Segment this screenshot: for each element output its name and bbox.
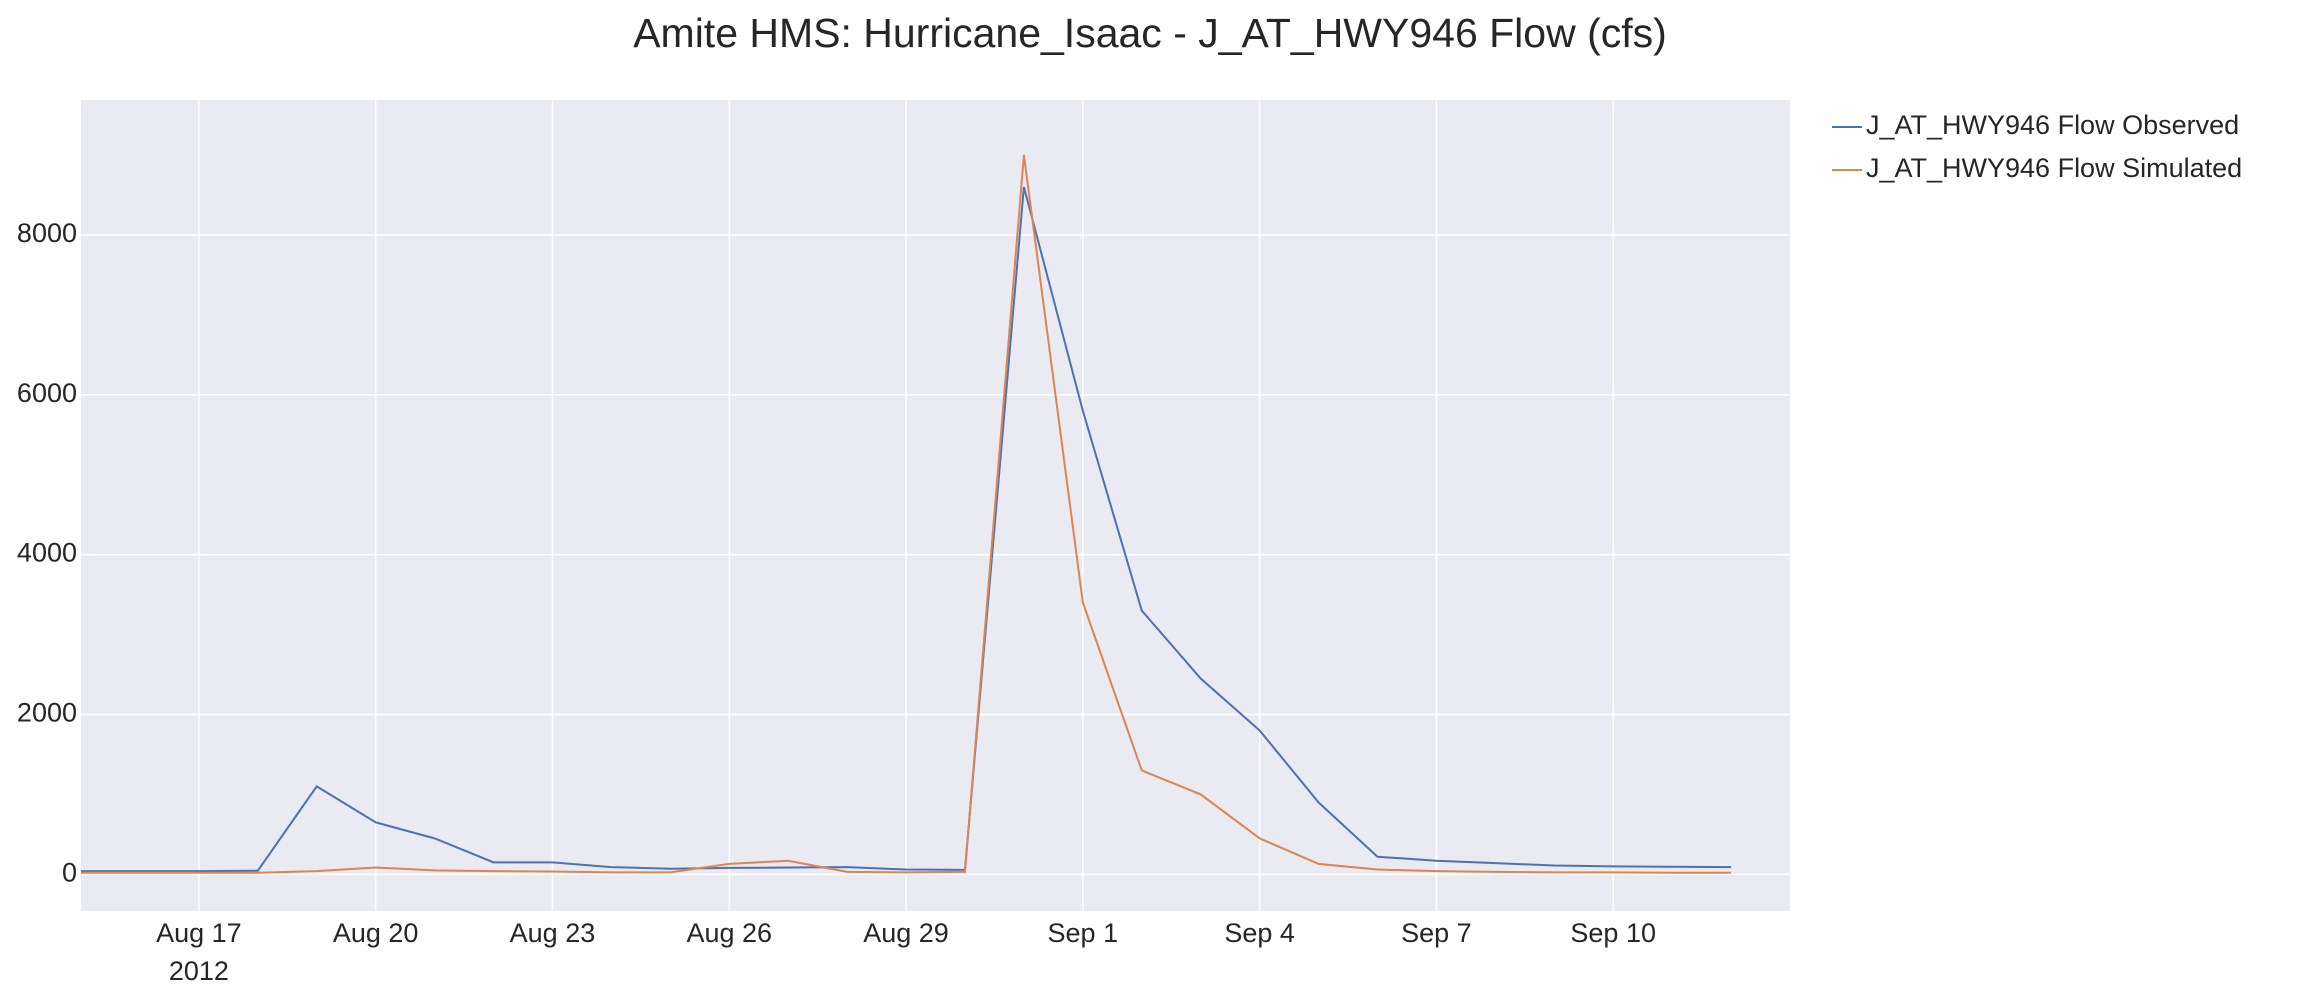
x-year-label: 2012	[169, 956, 229, 986]
y-tick-label: 8000	[17, 218, 77, 248]
chart-title: Amite HMS: Hurricane_Isaac - J_AT_HWY946…	[633, 10, 1667, 56]
legend-label: J_AT_HWY946 Flow Simulated	[1866, 153, 2242, 183]
x-tick-label: Sep 10	[1570, 918, 1656, 948]
x-tick-label: Sep 1	[1048, 918, 1119, 948]
plot-area	[81, 100, 1790, 911]
legend-label: J_AT_HWY946 Flow Observed	[1866, 110, 2239, 140]
y-tick-label: 0	[62, 857, 77, 887]
x-tick-label: Aug 26	[686, 918, 772, 948]
data-line	[81, 154, 1732, 874]
x-tick-label: Sep 4	[1224, 918, 1295, 948]
x-tick-label: Aug 17	[156, 918, 242, 948]
x-tick-label: Aug 29	[863, 918, 949, 948]
x-tick-label: Aug 20	[333, 918, 419, 948]
y-tick-label: 4000	[17, 538, 77, 568]
x-tick-label: Aug 23	[510, 918, 596, 948]
data-line	[81, 186, 1732, 873]
y-tick-label: 2000	[17, 698, 77, 728]
y-tick-label: 6000	[17, 378, 77, 408]
x-tick-label: Sep 7	[1401, 918, 1472, 948]
